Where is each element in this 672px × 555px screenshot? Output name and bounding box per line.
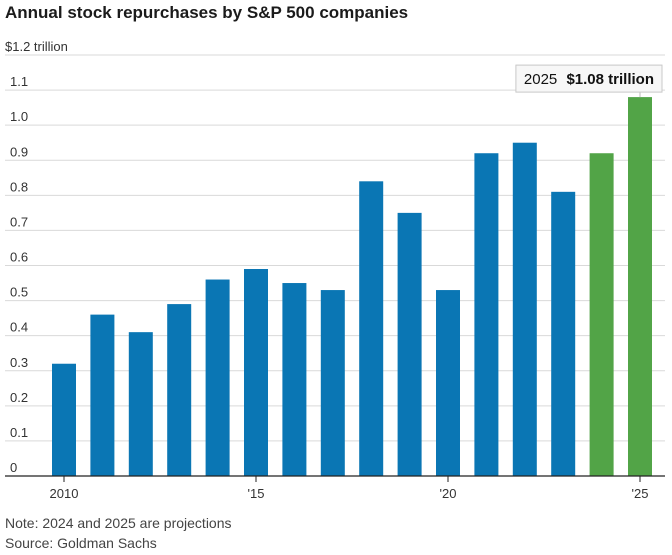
bar <box>128 332 153 476</box>
x-axis-tick-labels: 2010 '15 '20 '25 <box>50 476 649 501</box>
bar <box>359 181 384 477</box>
y-axis-unit-label: $1.2 trillion <box>5 39 68 54</box>
x-tick-label: '20 <box>440 486 457 501</box>
y-tick-label: 0.6 <box>10 250 28 265</box>
y-tick-label: 0.4 <box>10 320 28 335</box>
y-tick-label: 0.9 <box>10 144 28 159</box>
bar <box>205 279 230 476</box>
y-tick-label: 0.5 <box>10 285 28 300</box>
bar <box>167 304 192 476</box>
y-tick-label: 0.8 <box>10 179 28 194</box>
x-tick-label: '25 <box>632 486 649 501</box>
bar <box>551 191 576 476</box>
chart-title: Annual stock repurchases by S&P 500 comp… <box>5 3 409 22</box>
bar <box>397 212 422 476</box>
footnote: Note: 2024 and 2025 are projections <box>5 515 232 531</box>
bar-projection <box>589 153 614 476</box>
callout-box <box>515 64 663 93</box>
bar <box>52 363 76 476</box>
bar-projection <box>628 97 652 476</box>
callout-label: 2025 $1.08 trillion <box>524 71 654 88</box>
y-axis-tick-labels: $1.2 trillion 0 0.1 0.2 0.3 0.4 0.5 0.6 0.7 0.8 0.… <box>5 39 68 475</box>
y-tick-label: 0.1 <box>10 425 28 440</box>
bar <box>244 269 268 476</box>
callout: 2025 $1.08 trillion <box>515 64 663 98</box>
source-note: Source: Goldman Sachs <box>5 535 157 551</box>
callout-value: $1.08 trillion <box>566 71 654 88</box>
bar <box>512 142 537 477</box>
bar <box>474 153 499 476</box>
y-tick-label: 0.3 <box>10 355 28 370</box>
y-tick-label: 0 <box>10 460 17 475</box>
bar <box>436 290 460 476</box>
x-tick-label: 2010 <box>50 486 79 501</box>
bar <box>90 314 115 476</box>
bars <box>52 97 652 477</box>
y-tick-label: 0.2 <box>10 390 28 405</box>
bar <box>320 290 345 476</box>
y-tick-label: 0.7 <box>10 214 28 229</box>
x-tick-label: '15 <box>248 486 265 501</box>
callout-year: 2025 <box>524 71 557 88</box>
bar-chart: $1.2 trillion 0 0.1 0.2 0.3 0.4 0.5 0.6 0.7 0.8 0.… <box>5 39 665 501</box>
bar <box>282 283 307 476</box>
y-tick-label: 1.0 <box>10 109 28 124</box>
y-tick-label: 1.1 <box>10 74 28 89</box>
